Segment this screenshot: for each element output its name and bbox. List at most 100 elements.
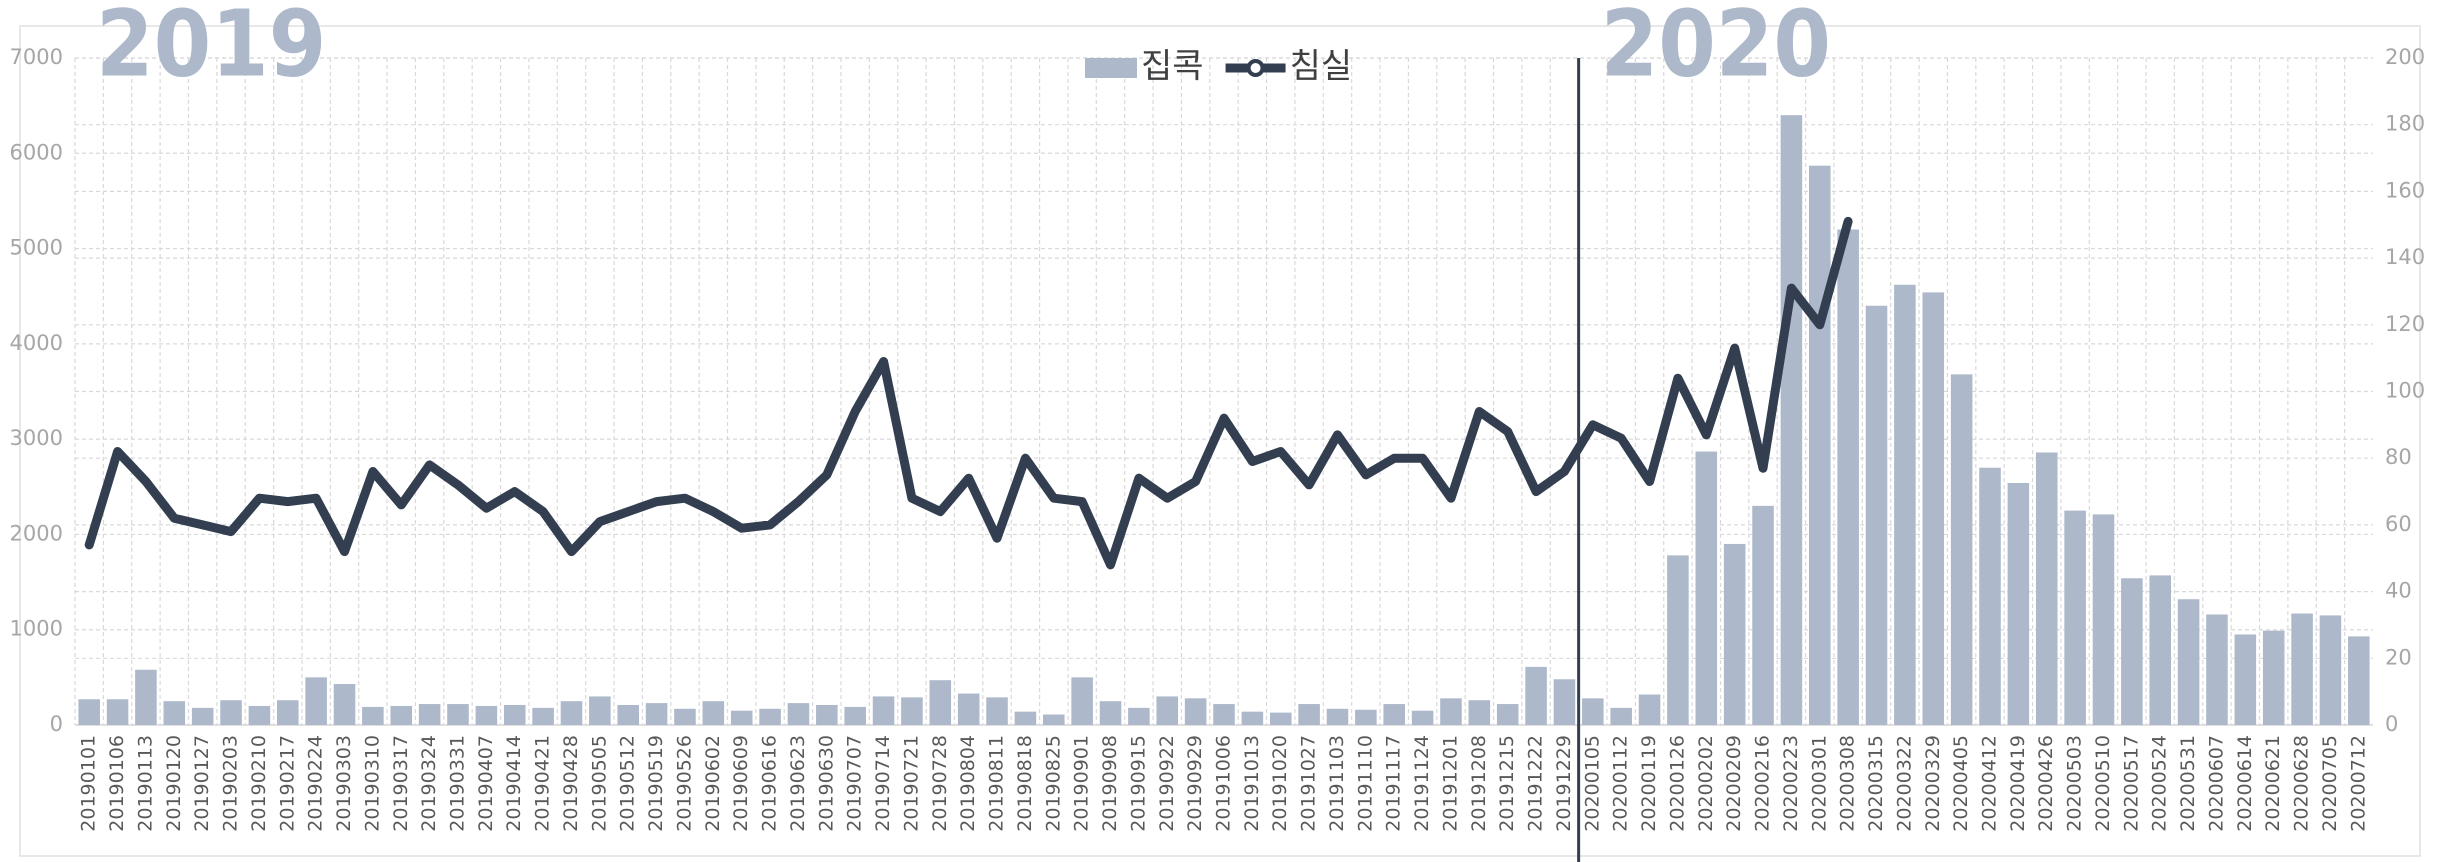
x-tick-label: 20191208 xyxy=(1468,735,1490,832)
bar xyxy=(1553,679,1576,725)
bar xyxy=(957,693,980,725)
x-tick-label: 20190113 xyxy=(134,735,156,832)
x-tick-label: 20200426 xyxy=(2035,735,2057,832)
x-tick-label: 20200223 xyxy=(1780,735,1802,832)
x-tick-label: 20191222 xyxy=(1525,735,1547,832)
bar xyxy=(1780,115,1803,725)
bar xyxy=(816,704,838,725)
x-tick-label: 20200628 xyxy=(2291,735,2313,832)
y-tick-label: 5000 xyxy=(10,236,63,260)
x-tick-label: 20191027 xyxy=(1298,735,1320,832)
annotation: 2019 xyxy=(96,0,326,97)
bar xyxy=(730,710,753,725)
bar xyxy=(475,705,498,725)
bar xyxy=(333,684,356,725)
x-tick-label: 20190623 xyxy=(787,735,809,832)
bar xyxy=(362,706,384,725)
x-tick-label: 20190825 xyxy=(1042,735,1064,832)
x-tick-label: 20200412 xyxy=(1979,735,2001,832)
bar xyxy=(1355,709,1377,725)
bar xyxy=(1582,698,1604,725)
x-tick-label: 20190317 xyxy=(390,735,412,832)
x-tick-label: 20190616 xyxy=(759,735,781,832)
x-tick-label: 20190324 xyxy=(418,735,440,832)
legend-marker xyxy=(1246,59,1265,77)
bar xyxy=(2064,510,2086,725)
x-tick-label: 20190526 xyxy=(673,735,695,832)
bar xyxy=(447,704,469,725)
y2-tick-label: 120 xyxy=(2385,312,2425,336)
bar xyxy=(1411,710,1434,725)
x-tick-label: 20191006 xyxy=(1213,735,1235,832)
x-tick-label: 20190908 xyxy=(1099,735,1121,832)
bar xyxy=(1099,701,1122,725)
x-tick-label: 20190707 xyxy=(844,735,866,832)
x-tick-label: 20190505 xyxy=(588,735,610,832)
x-tick-label: 20191013 xyxy=(1241,735,1263,832)
bar xyxy=(418,704,441,725)
bar xyxy=(2291,613,2313,725)
x-tick-label: 20200517 xyxy=(2120,735,2142,832)
x-tick-label: 20200322 xyxy=(1893,735,1915,832)
bar xyxy=(929,680,952,725)
bar xyxy=(2035,452,2058,725)
x-tick-label: 20190210 xyxy=(248,735,270,832)
y2-tick-label: 80 xyxy=(2385,445,2412,469)
bar xyxy=(1610,707,1632,725)
bar xyxy=(2262,630,2285,725)
bar xyxy=(1128,707,1150,725)
bar xyxy=(759,708,781,725)
y2-tick-label: 0 xyxy=(2385,712,2398,736)
bar xyxy=(617,704,640,725)
bar xyxy=(1496,704,1519,725)
legend-swatch xyxy=(1085,58,1137,78)
x-tick-label: 20190922 xyxy=(1156,735,1178,832)
x-tick-label: 20200216 xyxy=(1752,735,1774,832)
bar xyxy=(1014,711,1037,725)
x-tick-label: 20200621 xyxy=(2262,735,2284,832)
bar xyxy=(787,703,810,725)
bar xyxy=(560,701,583,725)
y-tick-label: 2000 xyxy=(10,521,63,545)
x-tick-label: 20191117 xyxy=(1383,735,1405,832)
y-tick-label: 4000 xyxy=(10,331,63,355)
bar xyxy=(1525,666,1547,725)
bar xyxy=(1383,704,1406,725)
bar xyxy=(305,677,327,725)
x-tick-label: 20200614 xyxy=(2234,735,2256,832)
x-tick-label: 20190915 xyxy=(1127,735,1149,832)
x-tick-label: 20190310 xyxy=(361,735,383,832)
x-tick-label: 20190421 xyxy=(532,735,554,832)
bar xyxy=(1326,708,1349,725)
x-tick-label: 20200315 xyxy=(1865,735,1887,832)
x-tick-label: 20190811 xyxy=(986,735,1008,832)
x-tick-label: 20191201 xyxy=(1439,735,1461,832)
bar xyxy=(1269,712,1292,725)
x-tick-label: 20200531 xyxy=(2177,735,2199,832)
bar xyxy=(106,699,129,725)
bar xyxy=(220,700,242,725)
bar xyxy=(1241,711,1264,725)
x-tick-label: 20200419 xyxy=(2007,735,2029,832)
x-tick-label: 20200329 xyxy=(1922,735,1944,832)
annotation: 2020 xyxy=(1601,0,1831,97)
x-tick-label: 20200301 xyxy=(1808,735,1830,832)
x-tick-label: 20190224 xyxy=(305,735,327,832)
bar xyxy=(276,700,299,725)
x-tick-label: 20200712 xyxy=(2347,735,2369,832)
x-tick-label: 20200202 xyxy=(1695,735,1717,832)
bar xyxy=(1723,543,1746,725)
x-tick-label: 20190519 xyxy=(645,735,667,832)
y2-tick-label: 160 xyxy=(2385,178,2425,202)
y-tick-label: 0 xyxy=(50,712,63,736)
bar xyxy=(2007,482,2030,725)
bar xyxy=(1440,698,1462,725)
x-tick-label: 20190127 xyxy=(191,735,213,832)
x-tick-label: 20200112 xyxy=(1610,735,1632,832)
x-tick-label: 20200126 xyxy=(1666,735,1688,832)
bar xyxy=(1865,305,1888,725)
x-tick-label: 20200308 xyxy=(1837,735,1859,832)
bar xyxy=(1156,696,1179,725)
y-tick-label: 7000 xyxy=(10,45,63,69)
bar xyxy=(1298,704,1320,725)
